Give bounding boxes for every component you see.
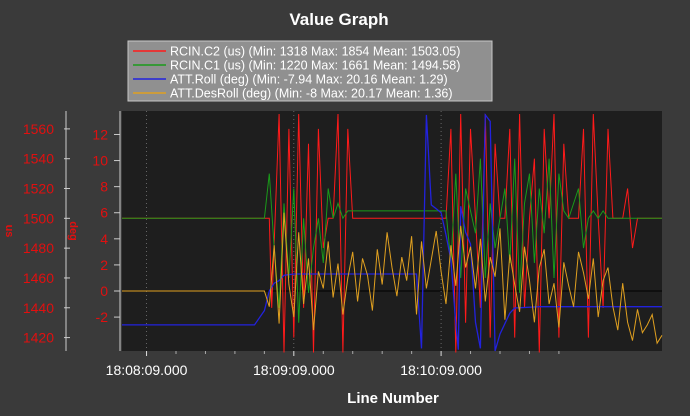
series-line-4 <box>122 212 663 345</box>
x-tick-label: 18:10:09.000 <box>400 362 482 378</box>
y-us-tick-label: 1540 <box>23 151 54 167</box>
series-line-3 <box>122 113 662 352</box>
x-tick-label: 18:09:09.000 <box>253 362 335 378</box>
y-us-tick-label: 1440 <box>23 300 54 316</box>
y-deg-tick-label: 6 <box>100 205 108 221</box>
series-layer <box>122 113 663 353</box>
chart-title: Value Graph <box>289 10 388 29</box>
y-deg-tick-label: 4 <box>100 231 108 247</box>
y-axis-deg: -2 0 2 4 6 8 10 12 <box>92 111 121 351</box>
y-left-unit-label: us <box>3 225 15 238</box>
y-deg-tick-label: 12 <box>92 126 108 142</box>
y-us-tick-label: 1480 <box>23 240 54 256</box>
y-deg-tick-label: 2 <box>100 257 108 273</box>
y-deg-tick-label: -2 <box>96 309 109 325</box>
series-line-2 <box>122 158 662 323</box>
y-deg-tick-label: 0 <box>100 283 108 299</box>
x-axis-label: Line Number <box>347 390 439 407</box>
y-us-tick-label: 1520 <box>23 181 54 197</box>
y-us-tick-label: 1500 <box>23 210 54 226</box>
legend: RCIN.C2 (us) (Min: 1318 Max: 1854 Mean: … <box>127 40 493 102</box>
x-tick-label: 18:08:09.000 <box>106 362 188 378</box>
y-us-tick-label: 1420 <box>23 330 54 346</box>
y-us-tick-label: 1560 <box>23 121 54 137</box>
y-deg-tick-label: 8 <box>100 179 108 195</box>
y-right-unit-label: deg <box>67 221 79 241</box>
plot-area <box>122 111 662 351</box>
y-deg-tick-label: 10 <box>92 153 108 169</box>
legend-entry: RCIN.C1 (us) (Min: 1220 Max: 1661 Mean: … <box>170 59 460 73</box>
y-us-tick-label: 1460 <box>23 270 54 286</box>
legend-entry: RCIN.C2 (us) (Min: 1318 Max: 1854 Mean: … <box>170 45 460 59</box>
legend-box <box>127 40 493 102</box>
legend-entry: ATT.DesRoll (deg) (Min: -8 Max: 20.17 Me… <box>170 87 453 101</box>
legend-entry: ATT.Roll (deg) (Min: -7.94 Max: 20.16 Me… <box>170 73 448 87</box>
x-axis: 18:08:09.000 18:09:09.000 18:10:09.000 <box>106 351 560 378</box>
y-axis-us: 1420 1440 1460 1480 1500 1520 1540 1560 <box>23 111 70 351</box>
